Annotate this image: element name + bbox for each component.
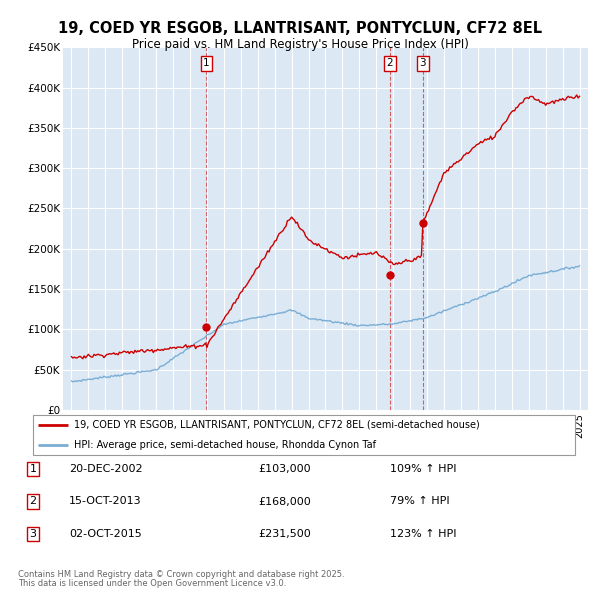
Text: £231,500: £231,500 [258,529,311,539]
Text: 02-OCT-2015: 02-OCT-2015 [69,529,142,539]
Text: 20-DEC-2002: 20-DEC-2002 [69,464,143,474]
Text: 19, COED YR ESGOB, LLANTRISANT, PONTYCLUN, CF72 8EL (semi-detached house): 19, COED YR ESGOB, LLANTRISANT, PONTYCLU… [74,420,479,430]
Text: 1: 1 [29,464,37,474]
Text: £103,000: £103,000 [258,464,311,474]
FancyBboxPatch shape [33,415,575,455]
Text: 1: 1 [203,58,210,68]
Text: 3: 3 [29,529,37,539]
Text: 2: 2 [386,58,393,68]
Text: Price paid vs. HM Land Registry's House Price Index (HPI): Price paid vs. HM Land Registry's House … [131,38,469,51]
Text: This data is licensed under the Open Government Licence v3.0.: This data is licensed under the Open Gov… [18,579,286,588]
Text: 2: 2 [29,497,37,506]
Text: 19, COED YR ESGOB, LLANTRISANT, PONTYCLUN, CF72 8EL: 19, COED YR ESGOB, LLANTRISANT, PONTYCLU… [58,21,542,35]
Text: 109% ↑ HPI: 109% ↑ HPI [390,464,457,474]
Text: 123% ↑ HPI: 123% ↑ HPI [390,529,457,539]
Text: 15-OCT-2013: 15-OCT-2013 [69,497,142,506]
Text: 79% ↑ HPI: 79% ↑ HPI [390,497,449,506]
Text: 3: 3 [419,58,426,68]
Text: HPI: Average price, semi-detached house, Rhondda Cynon Taf: HPI: Average price, semi-detached house,… [74,440,376,450]
Text: £168,000: £168,000 [258,497,311,506]
Text: Contains HM Land Registry data © Crown copyright and database right 2025.: Contains HM Land Registry data © Crown c… [18,571,344,579]
